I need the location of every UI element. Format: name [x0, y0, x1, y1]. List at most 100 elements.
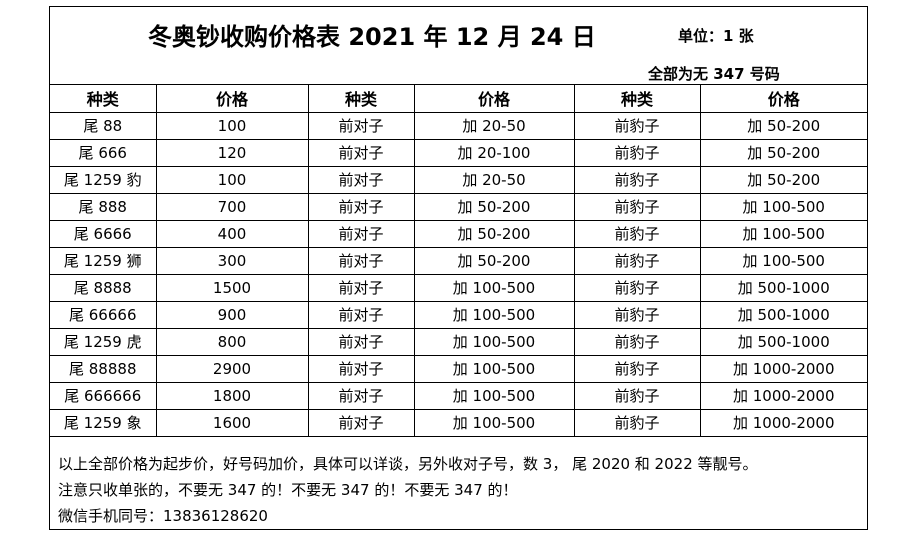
table-cell: 加 500-1000 — [699, 327, 867, 356]
table-row: 尾 666 120 前对子加 20-100 前豹子加 50-200 — [50, 138, 867, 167]
table-cell: 前豹子 — [573, 354, 701, 383]
table-cell: 前对子 — [307, 111, 415, 140]
table-cell: 加 1000-2000 — [699, 381, 867, 410]
table-cell: 前对子 — [307, 381, 415, 410]
table-cell: 加 50-200 — [699, 111, 867, 140]
table-cell: 加 100-500 — [413, 381, 575, 410]
table-cell: 前豹子 — [573, 273, 701, 302]
table-cell: 尾 1259 狮 — [50, 246, 157, 275]
number-note: 全部为无 347 号码 — [648, 65, 780, 83]
sheet-header: 冬奥钞收购价格表 2021 年 12 月 24 日 单位：1 张 全部为无 34… — [50, 7, 867, 85]
table-cell: 前豹子 — [573, 219, 701, 248]
table-cell: 前对子 — [307, 246, 415, 275]
table-cell: 尾 666 — [50, 138, 157, 167]
table-cell: 加 1000-2000 — [699, 354, 867, 383]
table-cell: 前豹子 — [573, 165, 701, 194]
table-cell: 尾 1259 豹 — [50, 165, 157, 194]
table-row: 尾 888 700 前对子加 50-200 前豹子加 100-500 — [50, 192, 867, 221]
price-table: 种类 价格 种类 价格 种类 价格 尾 88 100 前对子加 20-50 前豹子加 … — [50, 85, 867, 437]
table-cell: 尾 6666 — [50, 219, 157, 248]
table-row: 尾 8888 1500 前对子加 100-500 前豹子加 500-1000 — [50, 273, 867, 302]
table-body: 尾 88 100 前对子加 20-50 前豹子加 50-200 尾 666 120 前对子加… — [50, 111, 867, 437]
table-cell: 加 50-200 — [699, 138, 867, 167]
table-cell: 加 100-500 — [699, 246, 867, 275]
table-cell: 100 — [155, 165, 309, 194]
table-cell: 加 100-500 — [699, 192, 867, 221]
table-cell: 前对子 — [307, 165, 415, 194]
table-cell: 尾 1259 象 — [50, 408, 157, 437]
unit-label: 单位：1 张 — [678, 27, 754, 45]
table-cell: 加 500-1000 — [699, 273, 867, 302]
table-cell: 加 50-200 — [413, 192, 575, 221]
table-cell: 1500 — [155, 273, 309, 302]
table-row: 尾 6666 400 前对子加 50-200 前豹子加 100-500 — [50, 219, 867, 248]
page-title: 冬奥钞收购价格表 2021 年 12 月 24 日 — [148, 23, 596, 51]
table-cell: 前对子 — [307, 354, 415, 383]
table-header-row: 种类 价格 种类 价格 种类 价格 — [50, 85, 867, 113]
table-row: 尾 1259 象 1600 前对子加 100-500 前豹子加 1000-2000 — [50, 408, 867, 437]
column-header-price: 价格 — [413, 85, 575, 113]
column-header-type: 种类 — [307, 85, 415, 113]
table-cell: 加 100-500 — [413, 354, 575, 383]
table-cell: 前豹子 — [573, 138, 701, 167]
footer-line: 注意只收单张的，不要无 347 的！不要无 347 的！不要无 347 的！ — [58, 481, 518, 499]
table-cell: 1600 — [155, 408, 309, 437]
table-cell: 尾 1259 虎 — [50, 327, 157, 356]
table-cell: 加 100-500 — [413, 408, 575, 437]
table-cell: 尾 888 — [50, 192, 157, 221]
table-cell: 加 100-500 — [413, 273, 575, 302]
table-cell: 100 — [155, 111, 309, 140]
table-cell: 尾 88888 — [50, 354, 157, 383]
table-cell: 加 100-500 — [413, 300, 575, 329]
table-cell: 300 — [155, 246, 309, 275]
table-cell: 尾 8888 — [50, 273, 157, 302]
table-cell: 加 100-500 — [699, 219, 867, 248]
column-header-type: 种类 — [573, 85, 701, 113]
table-cell: 加 100-500 — [413, 327, 575, 356]
table-cell: 尾 88 — [50, 111, 157, 140]
table-cell: 前豹子 — [573, 327, 701, 356]
table-cell: 1800 — [155, 381, 309, 410]
table-cell: 前对子 — [307, 138, 415, 167]
table-cell: 前对子 — [307, 300, 415, 329]
table-cell: 前豹子 — [573, 246, 701, 275]
table-cell: 前豹子 — [573, 408, 701, 437]
table-cell: 加 50-200 — [413, 246, 575, 275]
table-cell: 前对子 — [307, 408, 415, 437]
contact-line: 微信手机同号：13836128620 — [58, 507, 268, 525]
table-cell: 加 20-50 — [413, 111, 575, 140]
table-cell: 前豹子 — [573, 381, 701, 410]
table-cell: 加 1000-2000 — [699, 408, 867, 437]
table-cell: 尾 666666 — [50, 381, 157, 410]
table-cell: 加 20-100 — [413, 138, 575, 167]
table-cell: 加 50-200 — [699, 165, 867, 194]
table-row: 尾 1259 狮 300 前对子加 50-200 前豹子加 100-500 — [50, 246, 867, 275]
table-cell: 700 — [155, 192, 309, 221]
table-row: 尾 666666 1800 前对子加 100-500 前豹子加 1000-2000 — [50, 381, 867, 410]
table-cell: 前豹子 — [573, 192, 701, 221]
table-cell: 前对子 — [307, 273, 415, 302]
table-row: 尾 1259 豹 100 前对子加 20-50 前豹子加 50-200 — [50, 165, 867, 194]
footer-line: 以上全部价格为起步价，好号码加价，具体可以详谈，另外收对子号，数 3， 尾 20… — [58, 455, 758, 473]
table-cell: 前豹子 — [573, 300, 701, 329]
table-row: 尾 66666 900 前对子加 100-500 前豹子加 500-1000 — [50, 300, 867, 329]
table-cell: 加 20-50 — [413, 165, 575, 194]
table-cell: 前对子 — [307, 192, 415, 221]
table-row: 尾 88888 2900 前对子加 100-500 前豹子加 1000-2000 — [50, 354, 867, 383]
column-header-price: 价格 — [699, 85, 867, 113]
table-cell: 900 — [155, 300, 309, 329]
table-cell: 尾 66666 — [50, 300, 157, 329]
table-cell: 加 500-1000 — [699, 300, 867, 329]
footer-notes: 以上全部价格为起步价，好号码加价，具体可以详谈，另外收对子号，数 3， 尾 20… — [50, 451, 867, 529]
table-row: 尾 88 100 前对子加 20-50 前豹子加 50-200 — [50, 111, 867, 140]
column-header-price: 价格 — [155, 85, 309, 113]
table-cell: 前豹子 — [573, 111, 701, 140]
table-row: 尾 1259 虎 800 前对子加 100-500 前豹子加 500-1000 — [50, 327, 867, 356]
table-cell: 120 — [155, 138, 309, 167]
table-cell: 400 — [155, 219, 309, 248]
column-header-type: 种类 — [50, 85, 157, 113]
price-sheet: 冬奥钞收购价格表 2021 年 12 月 24 日 单位：1 张 全部为无 34… — [49, 6, 868, 530]
table-cell: 2900 — [155, 354, 309, 383]
table-cell: 前对子 — [307, 327, 415, 356]
table-cell: 前对子 — [307, 219, 415, 248]
